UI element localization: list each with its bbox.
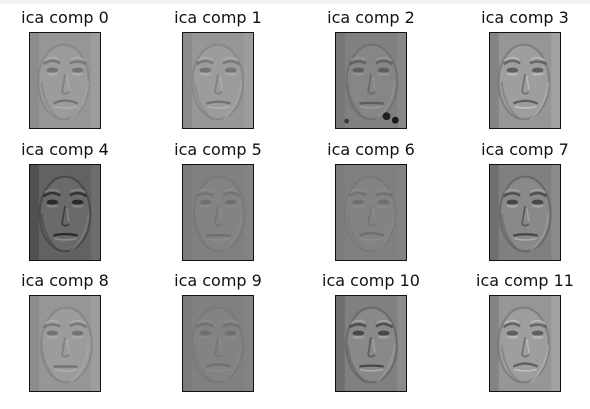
face-icon [336,296,406,391]
panel-title: ica comp 5 [174,140,262,159]
face-image [335,32,407,129]
face-image [489,32,561,129]
face-image [29,295,101,392]
face-image [182,32,254,129]
panel-title: ica comp 3 [481,8,569,27]
face-icon [30,165,100,260]
face-icon [183,33,253,128]
panel-title: ica comp 11 [476,271,574,290]
face-image [335,295,407,392]
face-icon [336,165,406,260]
top-strip [0,0,590,4]
panel-title: ica comp 1 [174,8,262,27]
panel-title: ica comp 7 [481,140,569,159]
panel-title: ica comp 9 [174,271,262,290]
face-image [182,295,254,392]
face-icon [30,296,100,391]
face-icon [183,165,253,260]
panel-title: ica comp 8 [21,271,109,290]
panel-title: ica comp 2 [327,8,415,27]
face-image [182,164,254,261]
face-icon [30,33,100,128]
face-image [489,164,561,261]
panel-title: ica comp 6 [327,140,415,159]
panel-title: ica comp 0 [21,8,109,27]
panel-title: ica comp 10 [322,271,420,290]
face-icon [490,165,560,260]
face-icon [336,33,406,128]
face-icon [183,296,253,391]
face-image [489,295,561,392]
panel-title: ica comp 4 [21,140,109,159]
face-image [335,164,407,261]
face-image [29,32,101,129]
face-image [29,164,101,261]
face-icon [490,296,560,391]
face-icon [490,33,560,128]
